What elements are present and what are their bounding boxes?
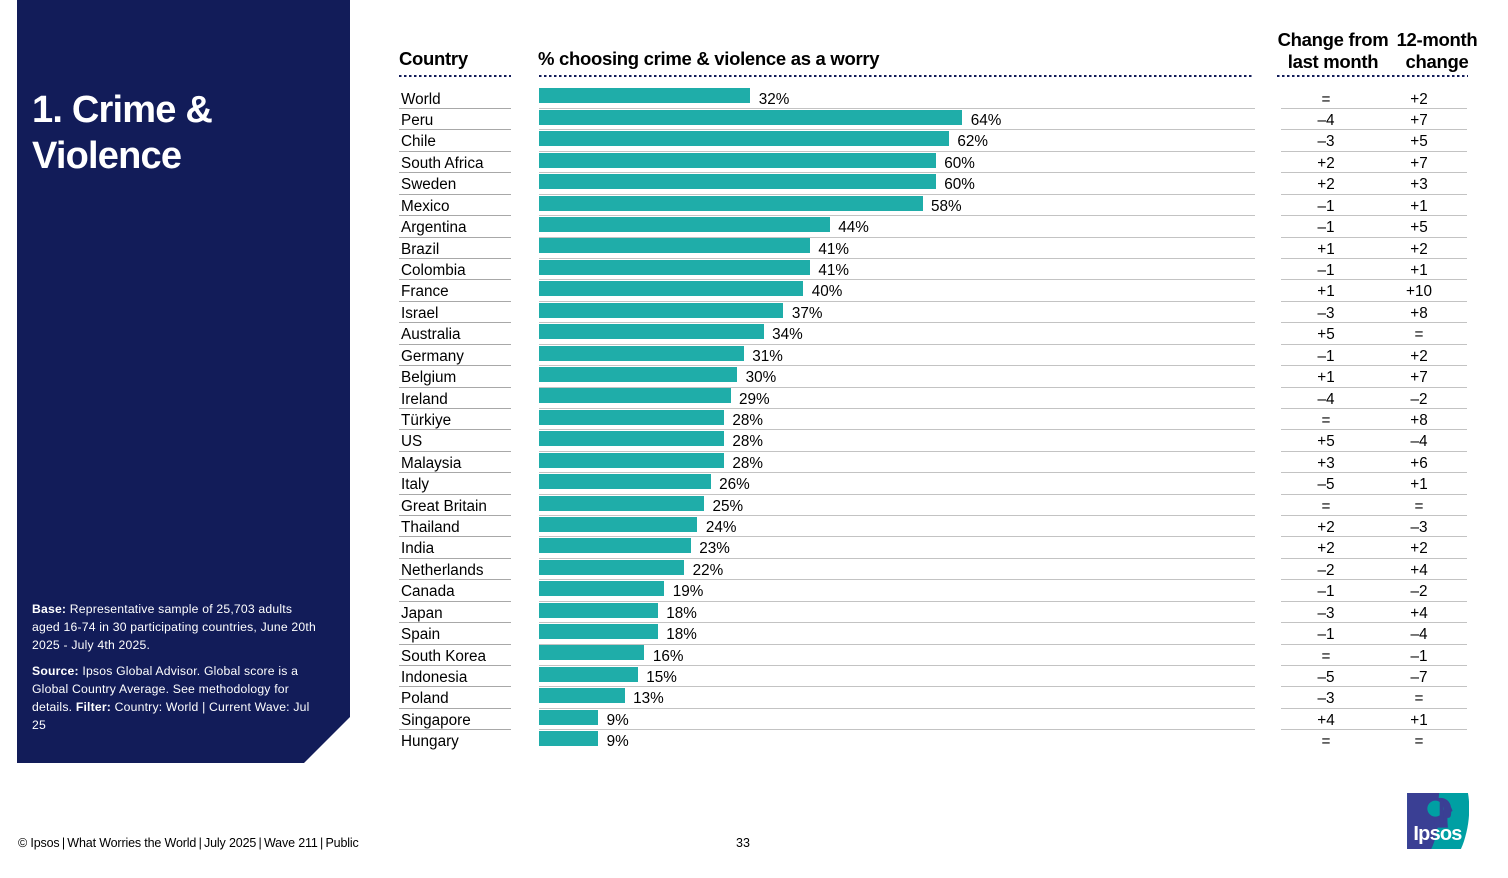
svg-text:Ipsos: Ipsos bbox=[1413, 822, 1462, 844]
